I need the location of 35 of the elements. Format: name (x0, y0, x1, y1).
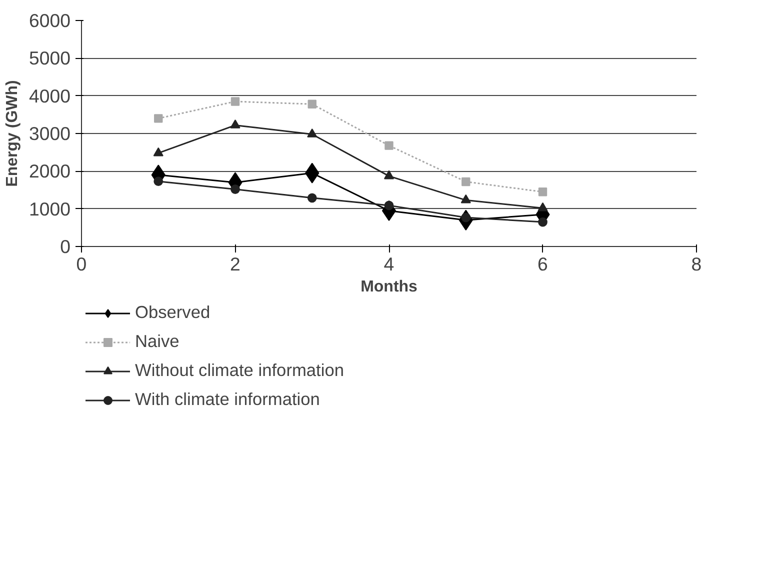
y-tick-label: 0 (60, 236, 71, 257)
legend-label: Naive (135, 331, 180, 352)
point (538, 188, 548, 196)
point (460, 194, 471, 204)
x-axis-title: Months (360, 278, 418, 296)
legend-label: With climate information (135, 389, 320, 410)
y-tick-label: 6000 (28, 10, 71, 31)
point (230, 184, 240, 194)
y-tick-label: 1000 (28, 198, 71, 220)
point (384, 141, 394, 150)
x-tick-label: 0 (76, 254, 87, 274)
x-tick-label: 2 (230, 254, 240, 274)
legend-label: Observed (135, 302, 210, 323)
point (230, 119, 240, 128)
point (154, 176, 164, 186)
x-tick-label: 8 (691, 254, 702, 274)
y-axis-title: Energy (GWh) (4, 80, 21, 187)
point (154, 114, 163, 123)
y-tick-label: 5000 (28, 48, 71, 69)
x-tick-label: 6 (538, 254, 548, 274)
point (538, 202, 548, 212)
y-tick-label: 3000 (28, 123, 71, 144)
point (230, 97, 240, 106)
point (384, 200, 394, 210)
x-tick-label: 4 (384, 254, 394, 274)
point (307, 193, 317, 203)
y-tick-label: 4000 (28, 85, 71, 106)
point (538, 217, 548, 227)
point (384, 170, 394, 180)
point (153, 147, 164, 156)
point (462, 177, 470, 186)
point (308, 100, 316, 108)
legend-label: Without climate information (135, 360, 344, 381)
point (307, 128, 318, 138)
y-tick-label: 2000 (28, 160, 71, 182)
